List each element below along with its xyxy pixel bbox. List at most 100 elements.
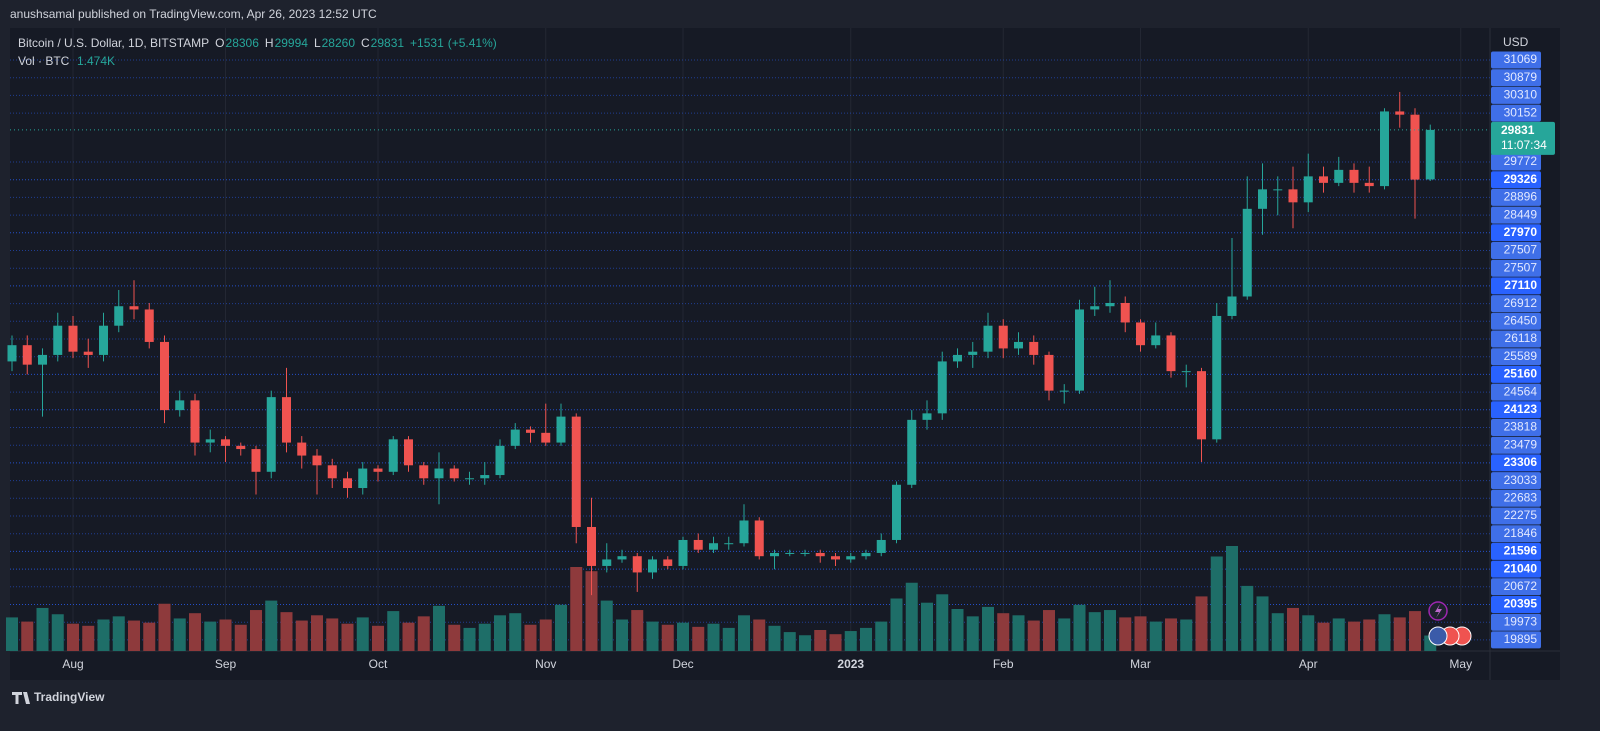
level-label-box	[1491, 436, 1541, 454]
candle-body	[1380, 111, 1389, 187]
volume-bar	[1119, 617, 1132, 651]
legend-change-pct: (+5.41%)	[448, 36, 497, 50]
volume-bar	[829, 634, 842, 651]
volume-bar	[905, 582, 918, 651]
volume-bar	[189, 613, 201, 651]
candle-body	[663, 559, 673, 566]
level-label: 30879	[1504, 70, 1538, 84]
level-label: 19895	[1504, 632, 1538, 646]
candle-body	[922, 413, 932, 420]
candle-body	[632, 556, 642, 573]
candle-body	[327, 465, 337, 479]
x-tick-label: Sep	[215, 657, 237, 671]
volume-bar	[494, 615, 506, 651]
x-tick-label: Feb	[993, 657, 1014, 671]
volume-bar	[1165, 618, 1177, 651]
legend-key: O	[215, 36, 224, 50]
level-label: 30310	[1504, 88, 1538, 102]
time-axis	[10, 651, 1560, 680]
volume-bar	[585, 571, 598, 651]
level-label: 19973	[1504, 614, 1538, 628]
candle-body	[343, 478, 352, 489]
volume-bar	[478, 623, 491, 651]
volume-bar	[1287, 607, 1299, 651]
volume-bar	[844, 631, 857, 651]
candle-body	[419, 465, 429, 479]
candle-body	[754, 520, 764, 557]
level-label: 23306	[1504, 455, 1538, 469]
volume-bar	[433, 605, 445, 651]
level-label-box	[1491, 330, 1541, 348]
volume-bar	[1149, 621, 1162, 651]
volume-bar	[875, 621, 888, 651]
volume-bar	[616, 619, 628, 651]
candle-body	[770, 552, 779, 557]
level-label-box	[1491, 104, 1541, 122]
level-label-box	[1491, 295, 1541, 313]
volume-bar	[1073, 604, 1086, 651]
candle-body	[114, 306, 124, 326]
candle-body	[190, 400, 200, 443]
volume-bar	[1226, 546, 1238, 651]
volume-bar	[448, 624, 461, 651]
volume-bar	[463, 627, 476, 651]
level-label: 25160	[1504, 367, 1538, 381]
candle-body	[693, 539, 703, 550]
volume-bar	[387, 611, 400, 651]
candle-body	[175, 400, 185, 411]
candle-body	[38, 354, 47, 365]
level-label: 26450	[1504, 313, 1538, 327]
x-tick-label: May	[1449, 657, 1472, 671]
candle-body	[1014, 341, 1023, 349]
level-label-box	[1491, 542, 1541, 560]
volume-bar	[311, 615, 323, 651]
candle-body	[312, 455, 322, 466]
last-price-box	[1491, 121, 1555, 155]
x-tick-label: Nov	[535, 657, 556, 671]
volume-bar	[112, 616, 125, 651]
candle-body	[53, 325, 63, 355]
candle-body	[1395, 111, 1405, 115]
candle-body	[709, 543, 718, 550]
level-label: 23033	[1504, 473, 1538, 487]
candle-body	[251, 449, 261, 472]
candle-body	[68, 325, 78, 352]
level-label: 28449	[1504, 207, 1538, 221]
legend-key: C	[361, 36, 370, 50]
candle-body	[1181, 371, 1191, 373]
level-label-box	[1491, 69, 1541, 87]
volume-bar	[204, 621, 217, 651]
volume-bar	[860, 627, 872, 651]
brand-logo	[12, 692, 30, 704]
level-label-box	[1491, 242, 1541, 259]
candle-body	[1090, 306, 1100, 310]
level-label: 27507	[1504, 243, 1538, 257]
candle-body	[480, 475, 490, 479]
volume-bar	[570, 567, 583, 651]
candle-body	[358, 468, 368, 489]
level-label: 28896	[1504, 190, 1538, 204]
level-label-box	[1491, 51, 1541, 69]
level-label-box	[1491, 259, 1541, 277]
level-label-box	[1491, 224, 1541, 242]
volume-bar	[265, 600, 278, 651]
volume-bar	[1012, 615, 1025, 651]
candle-body	[556, 416, 566, 443]
candle-body	[1410, 114, 1420, 180]
candle-body	[1029, 341, 1039, 355]
volume-bar	[768, 625, 781, 651]
level-label-box	[1491, 365, 1541, 383]
volume-bar	[341, 623, 354, 651]
volume-bar	[234, 624, 247, 651]
level-label-box	[1491, 454, 1541, 472]
candle-body	[846, 556, 856, 560]
level-label-box	[1491, 507, 1541, 525]
level-label-box	[1491, 419, 1541, 436]
candle-body	[1303, 176, 1313, 203]
level-label: 27110	[1504, 278, 1537, 292]
legend-value: 29831	[371, 36, 405, 50]
volume-bar	[21, 621, 34, 651]
volume-bar	[356, 617, 369, 651]
level-label: 21040	[1504, 561, 1538, 575]
flag-icon[interactable]	[1428, 626, 1448, 646]
